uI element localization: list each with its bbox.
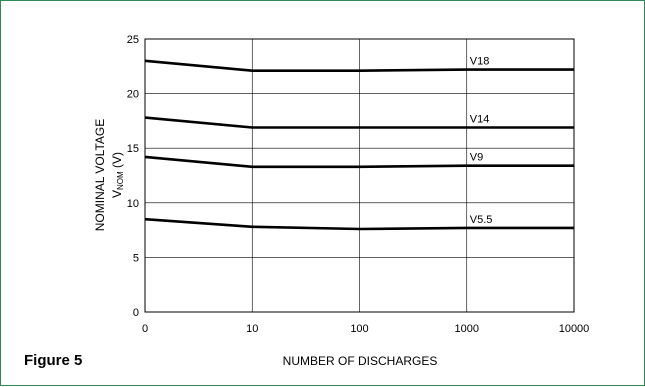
series-line xyxy=(144,59,574,72)
x-tick-label: 10000 xyxy=(559,323,590,335)
x-tick-label: 100 xyxy=(350,323,368,335)
x-tick-label: 10 xyxy=(246,323,258,335)
y-tick-label: 0 xyxy=(133,307,139,319)
y-tick-label: 15 xyxy=(127,143,139,155)
y-tick-label: 25 xyxy=(127,34,139,46)
y-tick-label: 10 xyxy=(127,198,139,210)
series-line xyxy=(144,217,574,231)
series-label: V18 xyxy=(470,56,490,68)
figure-label: Figure 5 xyxy=(24,352,82,369)
series-label: V5.5 xyxy=(470,214,493,226)
series-labels: V18 V14 V9 V5.5 xyxy=(470,56,493,226)
y-tick-label: 20 xyxy=(127,89,139,101)
grid xyxy=(144,38,575,313)
x-tick-label: 0 xyxy=(142,323,148,335)
series-label: V9 xyxy=(470,152,483,164)
y-axis-unit-sub: NOM xyxy=(116,171,125,190)
x-tick-label: 1000 xyxy=(455,323,479,335)
y-tick-label: 5 xyxy=(133,252,139,264)
y-tick-labels: 0 5 10 15 20 25 xyxy=(127,34,139,319)
y-axis-label: NOMINAL VOLTAGE xyxy=(93,119,107,231)
y-axis-unit-v: V xyxy=(110,190,124,198)
series-label: V14 xyxy=(470,113,490,125)
y-axis-unit-label: VNOM (V) xyxy=(110,152,125,198)
series-line xyxy=(144,116,574,129)
series-line xyxy=(144,155,574,169)
y-axis-unit-suffix: (V) xyxy=(110,152,124,171)
x-axis-label: NUMBER OF DISCHARGES xyxy=(283,354,438,368)
x-tick-labels: 0 10 100 1000 10000 xyxy=(142,323,589,335)
series-lines xyxy=(144,59,574,231)
